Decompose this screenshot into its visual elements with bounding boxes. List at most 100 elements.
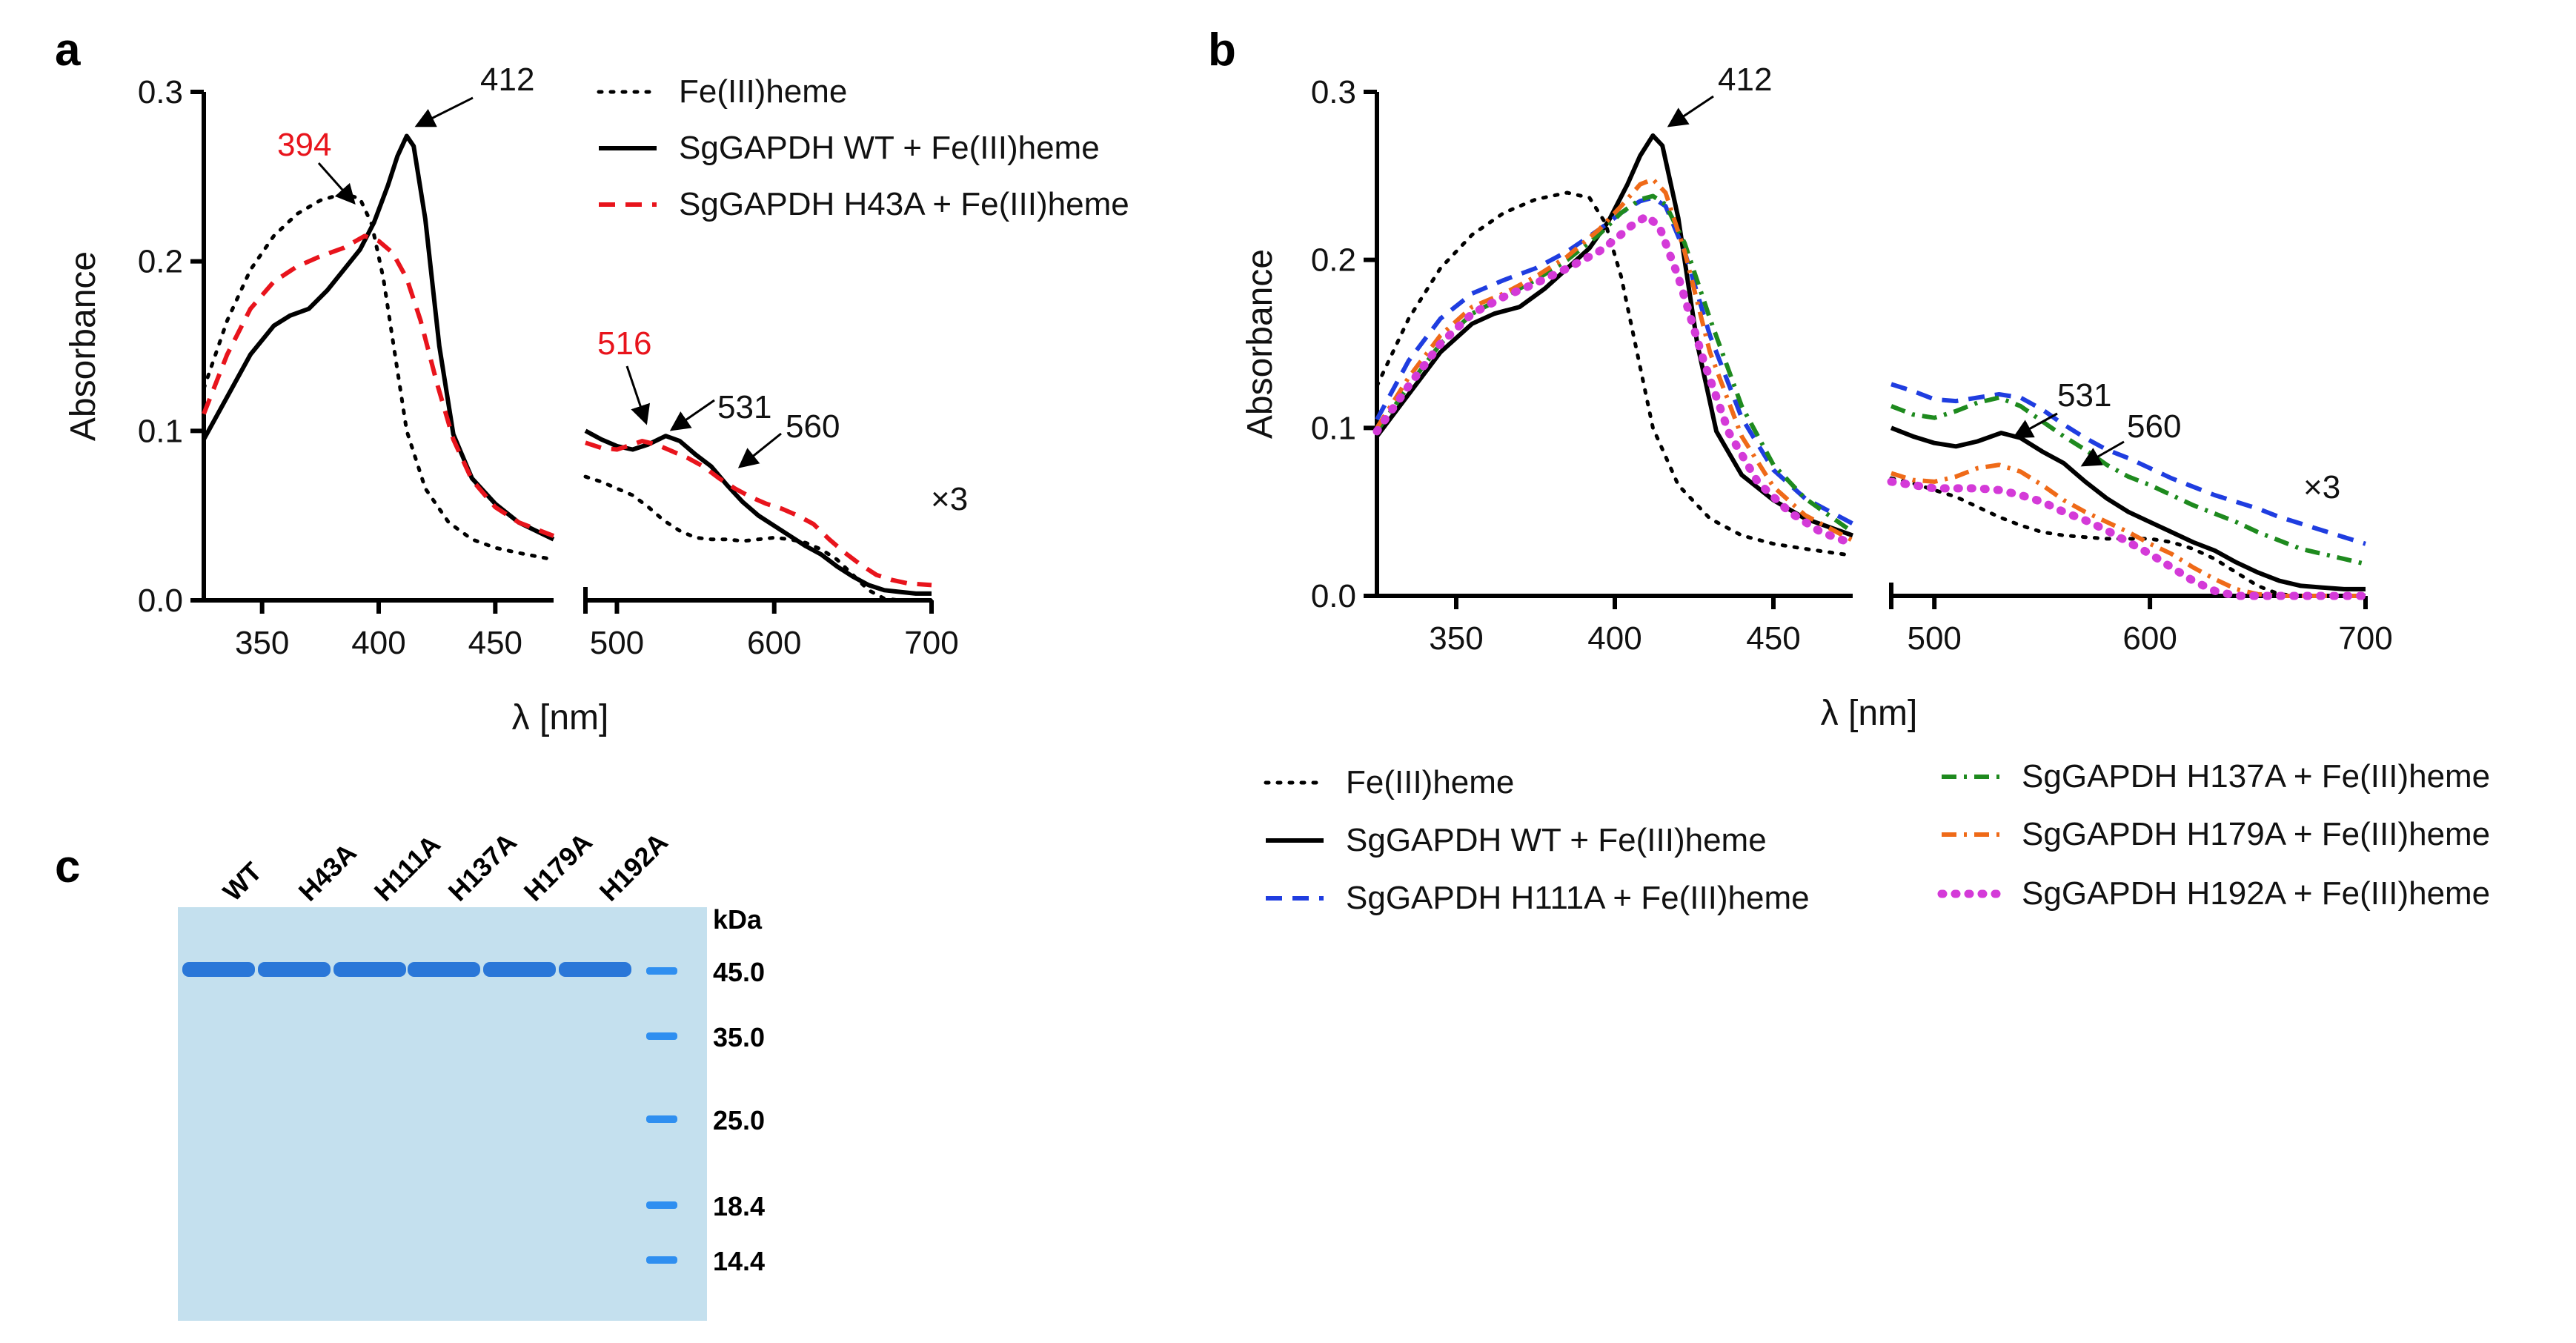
x-tick-label: 600 xyxy=(747,625,801,661)
series-line-sggapdh-wt-fe-iii-heme-soret xyxy=(1375,133,1854,538)
y-tick-label: 0.2 xyxy=(138,244,183,280)
gel-lane-label: H43A xyxy=(293,838,362,907)
gel-marker-label: 25.0 xyxy=(713,1105,765,1135)
annotation-arrow xyxy=(1667,95,1714,127)
x-axis-label: λ [nm] xyxy=(1821,694,1918,733)
annotation-label-412: 412 xyxy=(480,62,534,98)
gel-marker-band xyxy=(646,967,677,975)
series-line-sggapdh-h111a-fe-iii-heme-q-band xyxy=(1890,382,2366,546)
x-tick-label: 350 xyxy=(235,625,289,661)
gel-band xyxy=(559,962,631,977)
gel-marker-band xyxy=(646,1032,677,1040)
legend-entry: SgGAPDH WT + Fe(III)heme xyxy=(1346,822,1767,858)
gel-band xyxy=(258,962,331,977)
y-tick-label: 0.1 xyxy=(138,413,183,449)
scale-note-label: ×3 xyxy=(931,481,968,517)
annotation-arrow xyxy=(414,96,474,127)
x-tick-label: 500 xyxy=(590,625,644,661)
annotation-arrow xyxy=(625,365,651,425)
x-tick-label: 350 xyxy=(1429,620,1483,657)
x-tick-label: 600 xyxy=(2122,620,2177,657)
scale-note-label: ×3 xyxy=(2303,469,2340,505)
legend-entry: SgGAPDH H179A + Fe(III)heme xyxy=(2022,816,2490,852)
legend-entry: Fe(III)heme xyxy=(679,73,847,110)
series-line-sggapdh-h43a-fe-iii-heme-q-band xyxy=(585,439,932,588)
annotation-arrow xyxy=(317,162,356,205)
gel-unit-label: kDa xyxy=(713,904,763,935)
series-line-fe-iii-heme-soret xyxy=(1375,190,1855,558)
annotation-label-560: 560 xyxy=(2127,408,2181,445)
gel-lane-label: H137A xyxy=(442,826,522,906)
series-line-fe-iii-heme-soret xyxy=(202,191,556,562)
panel-c-label: c xyxy=(55,841,80,892)
series-line-sggapdh-h111a-fe-iii-heme-soret xyxy=(1375,195,1854,526)
gel-marker-band xyxy=(646,1201,677,1209)
series-line-fe-iii-heme-q-band xyxy=(1889,476,2368,598)
gel-marker-band xyxy=(646,1115,677,1123)
gel-marker-label: 14.4 xyxy=(713,1246,765,1276)
gel-band xyxy=(182,962,255,977)
gel-lane-label: H192A xyxy=(594,826,674,906)
y-tick-label: 0.3 xyxy=(1311,74,1356,110)
series-line-sggapdh-h179a-fe-iii-heme-q-band xyxy=(1890,462,2366,598)
y-tick-label: 0.1 xyxy=(1311,410,1356,446)
series-line-sggapdh-h137a-fe-iii-heme-q-band xyxy=(1890,395,2366,566)
legend-b: Fe(III)heme SgGAPDH WT + Fe(III)heme SgGAP… xyxy=(1264,758,2490,916)
gel-lane-label: WT xyxy=(217,856,268,907)
annotation-label-560: 560 xyxy=(786,408,840,445)
legend-entry: SgGAPDH WT + Fe(III)heme xyxy=(679,130,1100,166)
annotation-arrow xyxy=(2080,440,2125,467)
y-axis-label: Absorbance xyxy=(64,251,103,441)
annotation-label-531: 531 xyxy=(2057,377,2111,414)
annotation-arrow xyxy=(737,432,782,468)
legend-entry: SgGAPDH H192A + Fe(III)heme xyxy=(2022,875,2490,912)
gel-marker-label: 18.4 xyxy=(713,1191,765,1221)
annotation-arrow xyxy=(2012,412,2058,439)
legend-entry: Fe(III)heme xyxy=(1346,764,1514,800)
series-line-sggapdh-h43a-fe-iii-heme-soret xyxy=(202,233,555,538)
y-tick-label: 0.0 xyxy=(1311,578,1356,614)
x-tick-label: 400 xyxy=(351,625,405,661)
y-tick-label: 0.0 xyxy=(138,583,183,619)
annotation-label-394: 394 xyxy=(277,127,331,163)
series-line-sggapdh-h137a-fe-iii-heme-soret xyxy=(1375,193,1854,534)
annotation-label-531: 531 xyxy=(717,389,771,425)
gel-lane-label: H111A xyxy=(368,829,446,906)
gel-band xyxy=(333,962,406,977)
y-tick-label: 0.2 xyxy=(1311,242,1356,279)
chart-b: 0.0 0.1 0.2 0.3 Absorbance λ [nm] 350 400 450 500… xyxy=(1241,62,2393,733)
gel-marker-label: 45.0 xyxy=(713,957,765,987)
x-tick-label: 400 xyxy=(1587,620,1641,657)
series-line-fe-iii-heme-q-band xyxy=(583,474,934,603)
x-tick-label: 500 xyxy=(1907,620,1961,657)
gel-band xyxy=(408,962,480,977)
x-tick-label: 450 xyxy=(468,625,522,661)
legend-a: Fe(III)heme SgGAPDH WT + Fe(III)heme SgGAP… xyxy=(597,73,1129,222)
y-tick-label: 0.3 xyxy=(138,74,183,110)
y-axis-label: Absorbance xyxy=(1241,249,1280,439)
legend-entry: SgGAPDH H137A + Fe(III)heme xyxy=(2022,758,2490,795)
gel-markers: 45.0 35.0 25.0 18.4 14.4 xyxy=(646,957,765,1276)
x-tick-label: 700 xyxy=(904,625,958,661)
panel-a-label: a xyxy=(55,24,81,76)
annotation-label-516: 516 xyxy=(597,325,651,362)
gel-band xyxy=(483,962,556,977)
x-tick-label: 450 xyxy=(1746,620,1800,657)
gel-bands xyxy=(182,962,631,977)
panel-b-label: b xyxy=(1208,24,1236,76)
x-tick-label: 700 xyxy=(2338,620,2392,657)
gel-marker-label: 35.0 xyxy=(713,1022,765,1052)
gel-lane-label: H179A xyxy=(518,826,598,906)
series-line-sggapdh-wt-fe-iii-heme-q-band xyxy=(584,428,932,596)
gel-marker-band xyxy=(646,1256,677,1264)
x-axis-label: λ [nm] xyxy=(512,698,609,737)
series-line-sggapdh-wt-fe-iii-heme-soret xyxy=(202,133,555,542)
series-line-sggapdh-h192a-fe-iii-heme-q-band xyxy=(1887,477,2370,600)
chart-a: 0.0 0.1 0.2 0.3 Absorbance λ [nm] 350 400 450 500… xyxy=(64,62,968,737)
series-line-sggapdh-wt-fe-iii-heme-q-band xyxy=(1890,425,2366,591)
series-line-sggapdh-h179a-fe-iii-heme-soret xyxy=(1375,176,1854,543)
annotation-label-412: 412 xyxy=(1718,62,1772,98)
series-line-sggapdh-h192a-fe-iii-heme-soret xyxy=(1372,212,1857,548)
